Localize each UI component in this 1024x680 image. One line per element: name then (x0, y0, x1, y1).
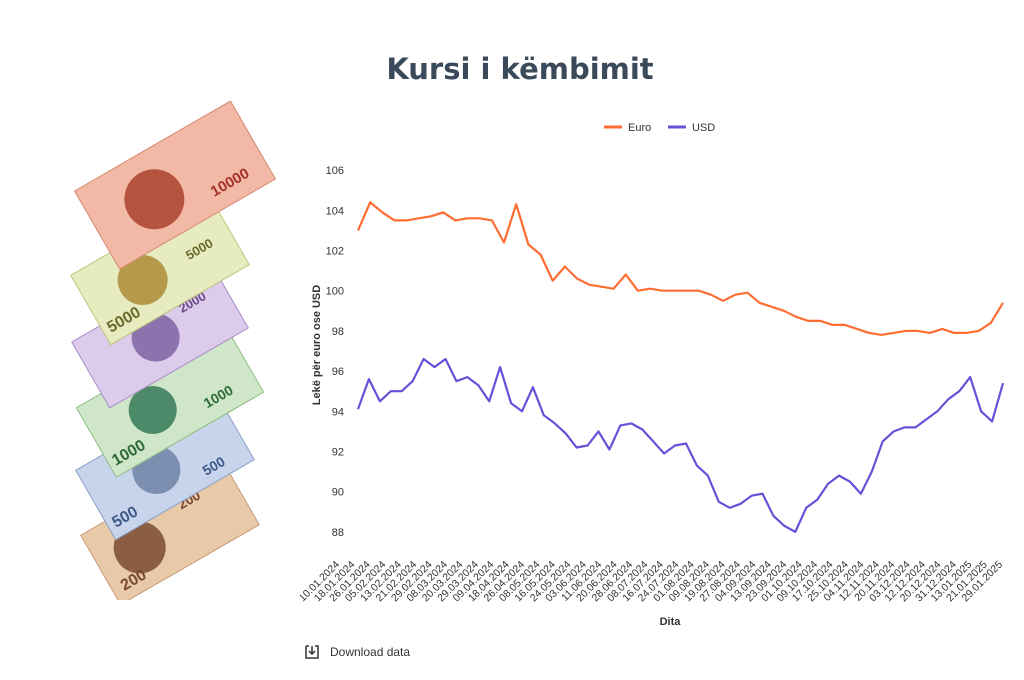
legend-label-euro: Euro (628, 122, 651, 134)
x-axis-label: Dita (660, 616, 682, 628)
x-axis-ticks: 10.01.202418.01.202426.01.202405.02.2024… (300, 559, 1005, 605)
y-axis-label: Lekë për euro ose USD (311, 285, 323, 405)
y-tick-label: 102 (326, 246, 344, 258)
y-tick-label: 104 (326, 205, 344, 217)
exchange-rate-chart: Euro USD Lekë për euro ose USD Dita 88 90… (300, 122, 1005, 628)
legend-label-usd: USD (692, 122, 715, 134)
y-tick-label: 98 (332, 326, 344, 338)
download-data-button[interactable]: Download data (304, 644, 410, 660)
download-label: Download data (330, 645, 411, 659)
y-tick-label: 90 (332, 487, 344, 499)
series-line-euro (356, 201, 1004, 336)
banknotes-image: 200 200 500 500 1000 1000 2000 5000 5000… (70, 100, 277, 600)
legend-item-euro[interactable]: Euro (604, 122, 651, 134)
y-tick-label: 88 (332, 527, 344, 539)
legend: Euro USD (604, 122, 715, 134)
page-title: Kursi i këmbimit (386, 52, 654, 86)
legend-item-usd[interactable]: USD (668, 122, 715, 134)
y-tick-label: 94 (332, 406, 344, 418)
series-line-usd (356, 357, 1005, 533)
download-icon (305, 645, 319, 659)
series-lines (356, 201, 1005, 533)
y-tick-label: 92 (332, 447, 344, 459)
y-axis-ticks: 88 90 92 94 96 98 100 102 104 106 (326, 165, 344, 539)
y-tick-label: 96 (332, 366, 344, 378)
banknote-10000: 10000 (73, 100, 277, 270)
y-tick-label: 100 (326, 286, 344, 298)
y-tick-label: 106 (326, 165, 344, 177)
